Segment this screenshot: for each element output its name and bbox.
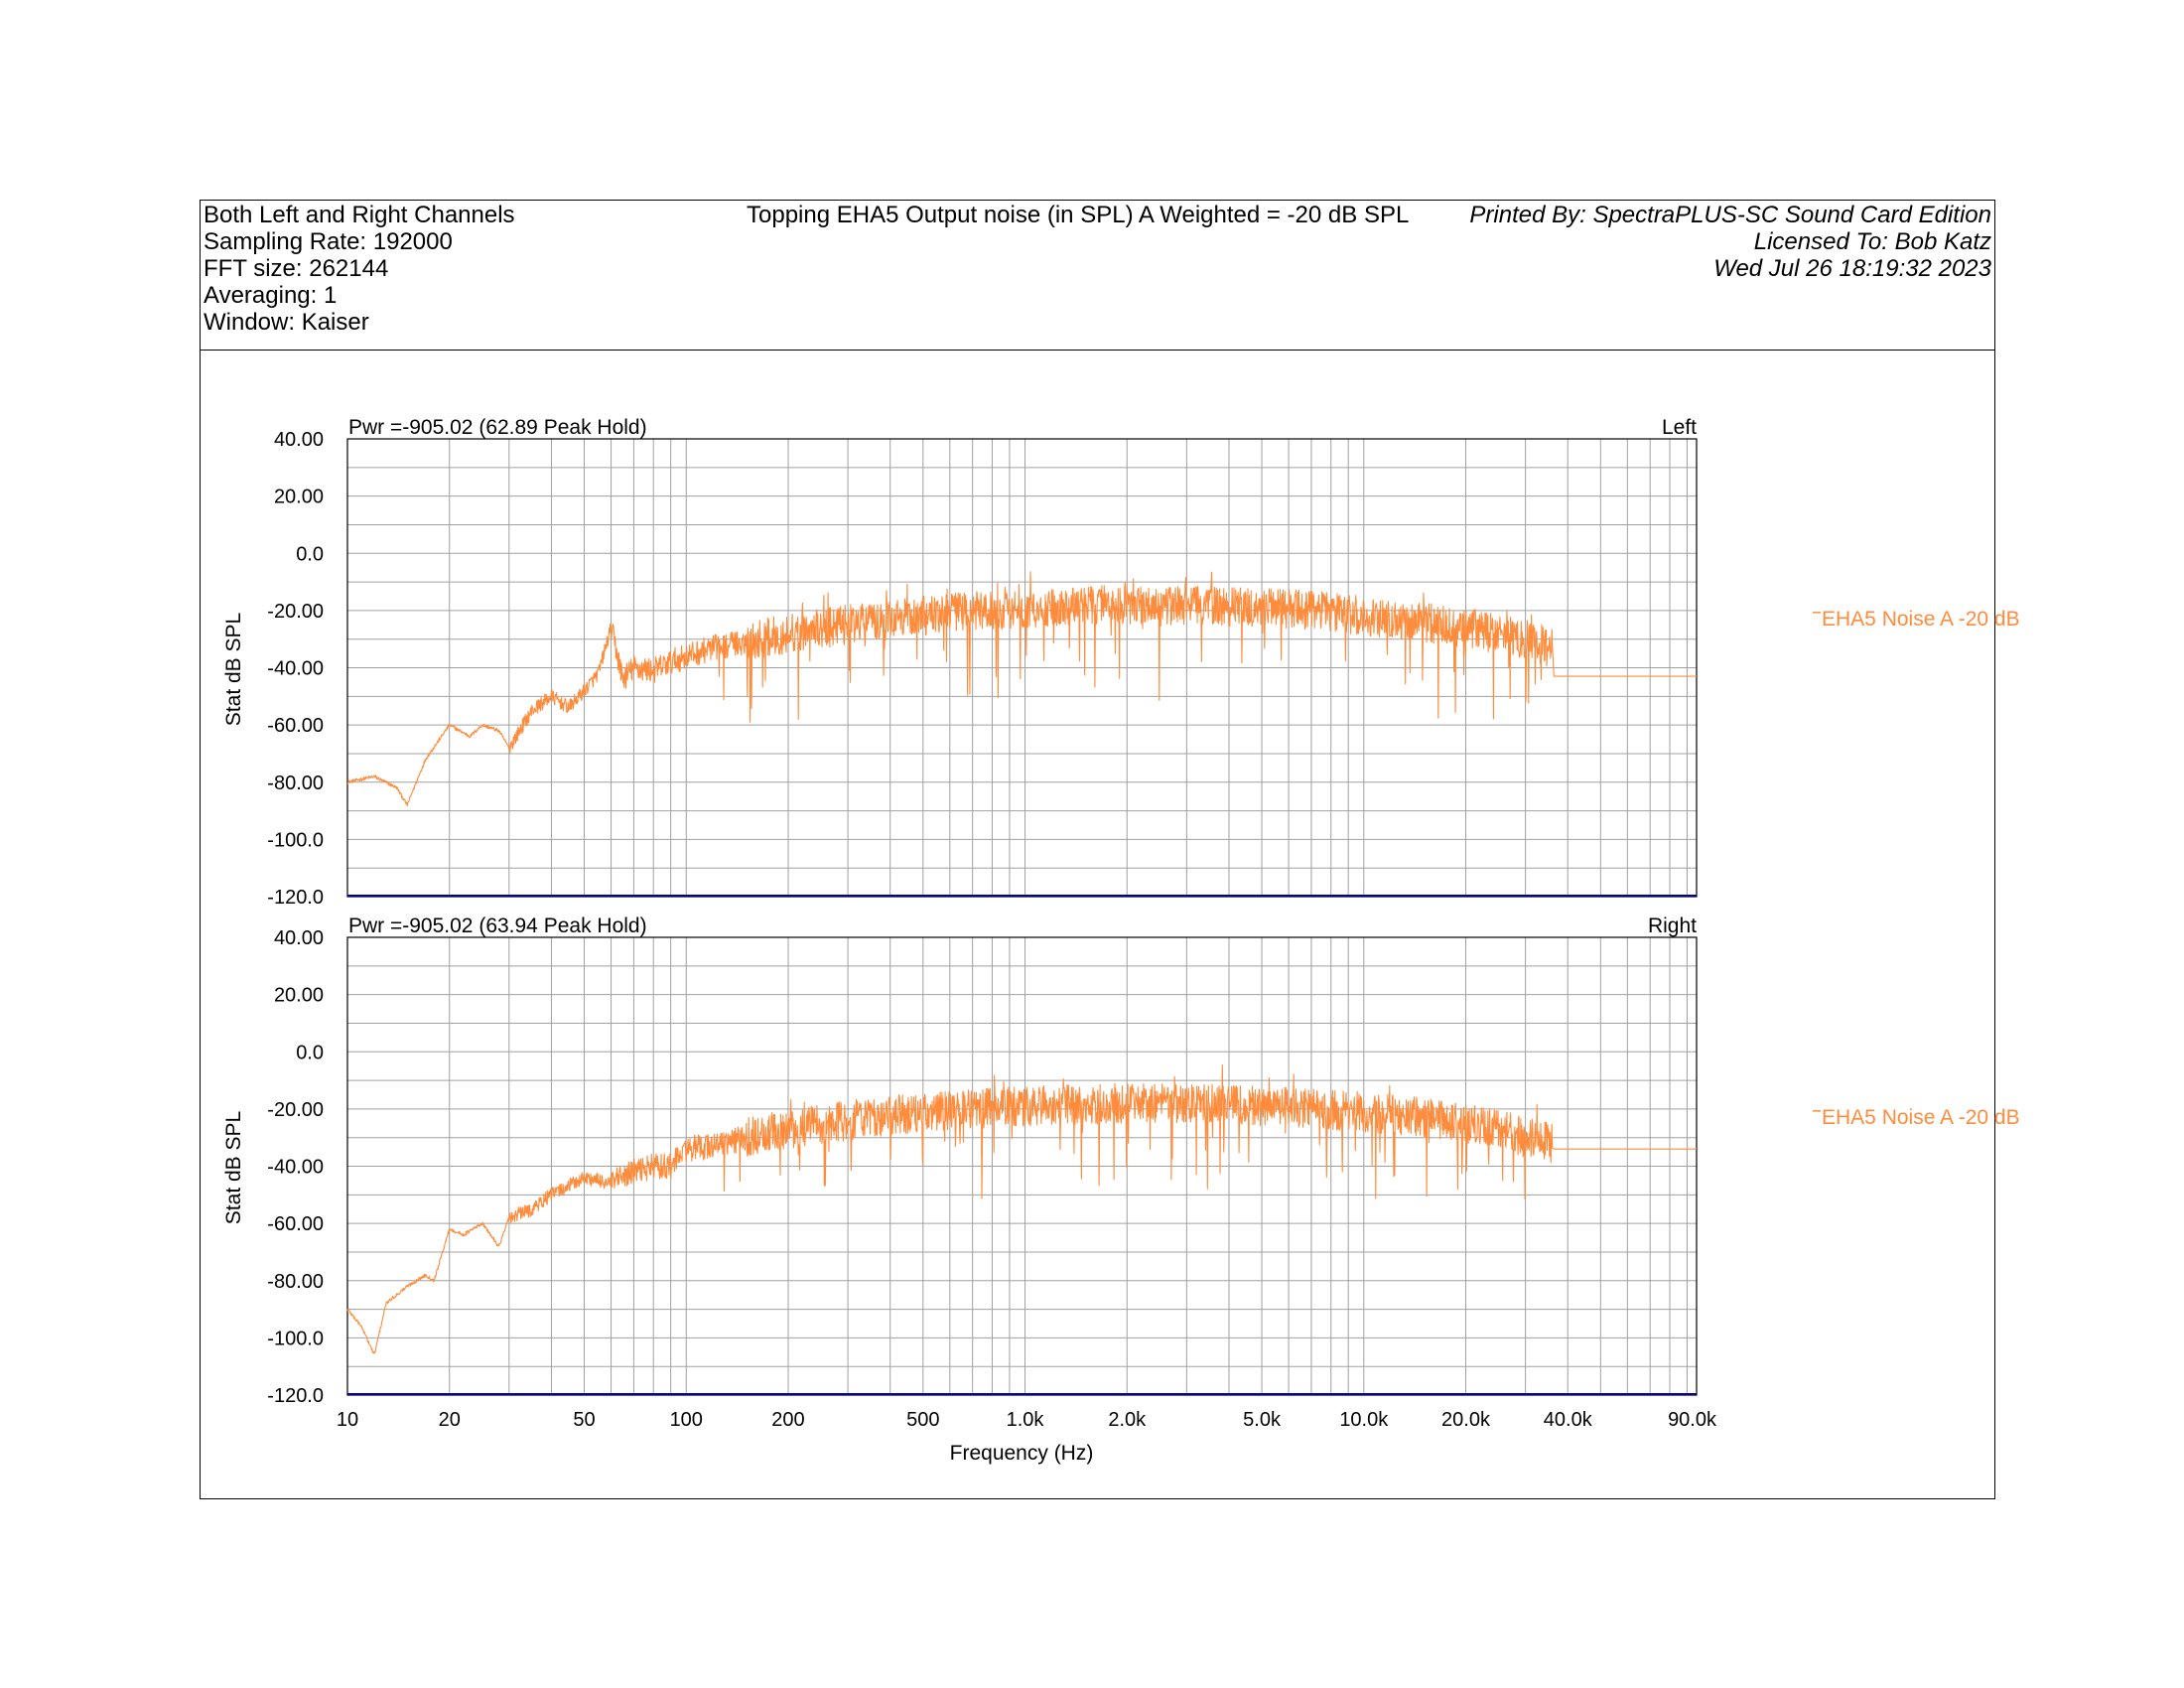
x-tick-label: 1.0k xyxy=(1007,1409,1045,1431)
spectrum-trace xyxy=(346,1063,1697,1354)
x-axis-label: Frequency (Hz) xyxy=(950,1442,1094,1465)
y-tick-label: 40.00 xyxy=(274,429,324,451)
right-y-axis-label: Stat dB SPL xyxy=(222,1111,245,1224)
info-line-averaging: Averaging: 1 xyxy=(204,282,338,309)
y-tick-label: -60.00 xyxy=(267,1213,324,1235)
x-tick-label: 40.0k xyxy=(1544,1409,1593,1431)
right-legend-entry: EHA5 Noise A -20 dB xyxy=(1822,1106,2020,1129)
y-tick-label: -40.00 xyxy=(267,1157,324,1179)
y-tick-label: 0.0 xyxy=(296,543,324,565)
info-line-fft-size: FFT size: 262144 xyxy=(204,255,389,282)
x-tick-label: 20 xyxy=(439,1409,461,1431)
printed-by: Printed By: SpectraPLUS-SC Sound Card Ed… xyxy=(1469,202,1991,228)
right-annotation: Pwr =-905.02 (63.94 Peak Hold) xyxy=(348,914,647,937)
y-tick-label: 20.00 xyxy=(274,985,324,1007)
y-tick-label: 40.00 xyxy=(274,927,324,949)
licensed-to: Licensed To: Bob Katz xyxy=(1753,228,1991,255)
page-frame xyxy=(200,200,1995,1499)
header-separator xyxy=(200,350,1995,351)
print-datetime: Wed Jul 26 18:19:32 2023 xyxy=(1713,255,1991,282)
y-tick-label: -80.00 xyxy=(267,773,324,794)
info-line-window: Window: Kaiser xyxy=(204,309,369,336)
info-line-channels: Both Left and Right Channels xyxy=(204,202,515,228)
y-tick-label: -20.00 xyxy=(267,1099,324,1121)
left-y-axis-label: Stat dB SPL xyxy=(222,613,245,726)
left-legend-entry: EHA5 Noise A -20 dB xyxy=(1822,608,2020,631)
x-tick-label: 90.0k xyxy=(1668,1409,1717,1431)
report-title: Topping EHA5 Output noise (in SPL) A Wei… xyxy=(747,202,1410,228)
spectrum-trace xyxy=(346,571,1697,807)
y-tick-label: -80.00 xyxy=(267,1271,324,1293)
left-channel-label: Left xyxy=(1662,416,1697,439)
y-tick-label: -60.00 xyxy=(267,715,324,737)
y-tick-label: 0.0 xyxy=(296,1042,324,1063)
y-tick-label: -40.00 xyxy=(267,658,324,680)
x-tick-label: 20.0k xyxy=(1441,1409,1491,1431)
x-tick-label: 5.0k xyxy=(1243,1409,1282,1431)
right-channel-label: Right xyxy=(1648,914,1697,937)
y-tick-label: 20.00 xyxy=(274,487,324,508)
y-tick-label: -100.0 xyxy=(267,829,324,851)
y-tick-label: -120.0 xyxy=(267,1385,324,1407)
x-tick-label: 50 xyxy=(573,1409,595,1431)
y-tick-label: -20.00 xyxy=(267,601,324,623)
info-line-sampling-rate: Sampling Rate: 192000 xyxy=(204,228,453,255)
x-tick-label: 200 xyxy=(771,1409,804,1431)
x-tick-label: 100 xyxy=(670,1409,703,1431)
x-tick-label: 10 xyxy=(337,1409,358,1431)
y-tick-label: -120.0 xyxy=(267,887,324,909)
left-annotation: Pwr =-905.02 (62.89 Peak Hold) xyxy=(348,416,647,439)
x-tick-label: 2.0k xyxy=(1108,1409,1147,1431)
x-tick-label: 10.0k xyxy=(1339,1409,1389,1431)
right-channel-panel: Pwr =-905.02 (63.94 Peak Hold) Right Sta… xyxy=(222,914,2020,1465)
left-channel-panel: Pwr =-905.02 (62.89 Peak Hold) Left Stat… xyxy=(222,416,2020,909)
x-tick-label: 500 xyxy=(906,1409,939,1431)
y-tick-label: -100.0 xyxy=(267,1328,324,1349)
